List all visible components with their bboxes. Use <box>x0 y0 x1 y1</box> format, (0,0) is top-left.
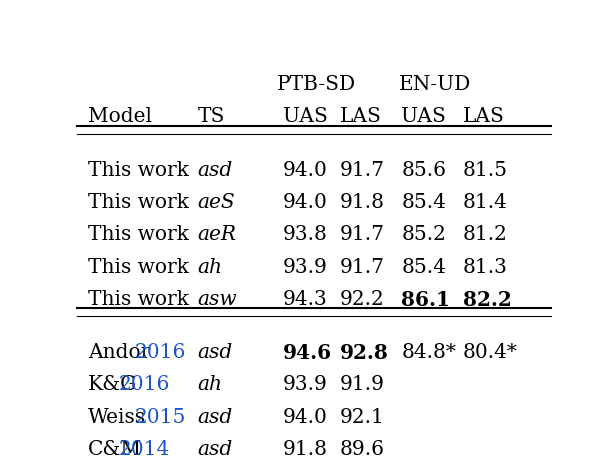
Text: aeR: aeR <box>198 225 236 244</box>
Text: 92.2: 92.2 <box>340 289 384 308</box>
Text: 85.4: 85.4 <box>401 257 446 276</box>
Text: 80.4*: 80.4* <box>463 343 518 362</box>
Text: 81.2: 81.2 <box>463 225 508 244</box>
Text: 85.2: 85.2 <box>401 225 446 244</box>
Text: This work: This work <box>88 289 189 308</box>
Text: 81.4: 81.4 <box>463 193 508 212</box>
Text: 81.3: 81.3 <box>463 257 508 276</box>
Text: LAS: LAS <box>463 107 505 126</box>
Text: 81.5: 81.5 <box>463 161 508 180</box>
Text: This work: This work <box>88 193 189 212</box>
Text: LAS: LAS <box>340 107 382 126</box>
Text: 94.0: 94.0 <box>283 161 327 180</box>
Text: 84.8*: 84.8* <box>401 343 457 362</box>
Text: UAS: UAS <box>401 107 446 126</box>
Text: 91.8: 91.8 <box>340 193 385 212</box>
Text: 85.4: 85.4 <box>401 193 446 212</box>
Text: asw: asw <box>198 289 237 308</box>
Text: asd: asd <box>198 407 233 425</box>
Text: This work: This work <box>88 161 189 180</box>
Text: 93.8: 93.8 <box>283 225 327 244</box>
Text: ah: ah <box>198 257 222 276</box>
Text: asd: asd <box>198 439 233 458</box>
Text: ah: ah <box>198 375 222 394</box>
Text: 91.7: 91.7 <box>340 161 385 180</box>
Text: This work: This work <box>88 225 189 244</box>
Text: 94.0: 94.0 <box>283 407 327 425</box>
Text: K&G: K&G <box>88 375 138 394</box>
Text: Model: Model <box>88 107 152 126</box>
Text: 91.9: 91.9 <box>340 375 385 394</box>
Text: asd: asd <box>198 343 233 362</box>
Text: Weiss: Weiss <box>88 407 146 425</box>
Text: 94.3: 94.3 <box>283 289 327 308</box>
Text: PTB-SD: PTB-SD <box>277 75 356 94</box>
Text: Andor: Andor <box>88 343 151 362</box>
Text: This work: This work <box>88 257 189 276</box>
Text: 2016: 2016 <box>118 375 170 394</box>
Text: 92.1: 92.1 <box>340 407 384 425</box>
Text: 89.6: 89.6 <box>340 439 385 458</box>
Text: TS: TS <box>198 107 225 126</box>
Text: 91.7: 91.7 <box>340 257 385 276</box>
Text: 2015: 2015 <box>135 407 186 425</box>
Text: 93.9: 93.9 <box>283 375 327 394</box>
Text: 86.1: 86.1 <box>401 289 450 309</box>
Text: asd: asd <box>198 161 233 180</box>
Text: 85.6: 85.6 <box>401 161 446 180</box>
Text: 94.6: 94.6 <box>283 343 332 363</box>
Text: C&M: C&M <box>88 439 143 458</box>
Text: 2014: 2014 <box>118 439 170 458</box>
Text: 94.0: 94.0 <box>283 193 327 212</box>
Text: EN-UD: EN-UD <box>398 75 471 94</box>
Text: 91.8: 91.8 <box>283 439 328 458</box>
Text: 92.8: 92.8 <box>340 343 389 363</box>
Text: 82.2: 82.2 <box>463 289 512 309</box>
Text: aeS: aeS <box>198 193 235 212</box>
Text: 91.7: 91.7 <box>340 225 385 244</box>
Text: 93.9: 93.9 <box>283 257 327 276</box>
Text: 2016: 2016 <box>135 343 186 362</box>
Text: UAS: UAS <box>283 107 327 126</box>
